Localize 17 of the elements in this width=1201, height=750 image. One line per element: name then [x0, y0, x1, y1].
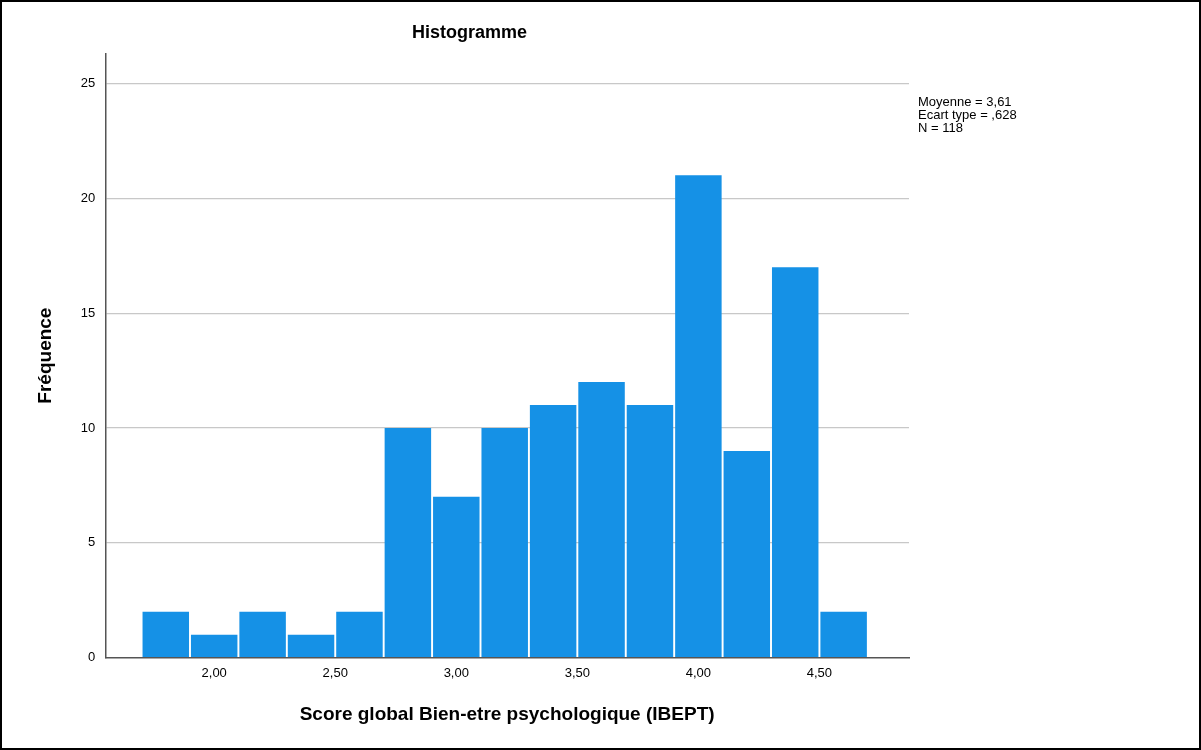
x-tick-label: 3,00	[443, 664, 469, 680]
x-tick-label: 2,50	[322, 664, 348, 680]
y-axis-title: Fréquence	[33, 307, 55, 404]
y-tick-label: 5	[88, 534, 96, 550]
y-tick-label: 15	[80, 304, 96, 320]
y-tick-label: 25	[80, 75, 96, 91]
y-tick-label: 20	[80, 189, 96, 205]
y-tick-label: 10	[80, 419, 96, 435]
text: Moyenne = 3,61	[918, 94, 1012, 110]
chart-title: Histogramme	[411, 21, 528, 42]
text: N = 118	[918, 120, 963, 136]
y-tick-label: 0	[88, 649, 96, 665]
x-tick-label: 2,00	[201, 664, 227, 680]
x-tick-label: 3,50	[564, 664, 590, 680]
x-tick-label: 4,50	[806, 664, 833, 680]
x-tick-label: 4,00	[685, 664, 712, 680]
x-axis-title: Score global Bien-etre psychologique (IBEPT)	[299, 702, 715, 724]
